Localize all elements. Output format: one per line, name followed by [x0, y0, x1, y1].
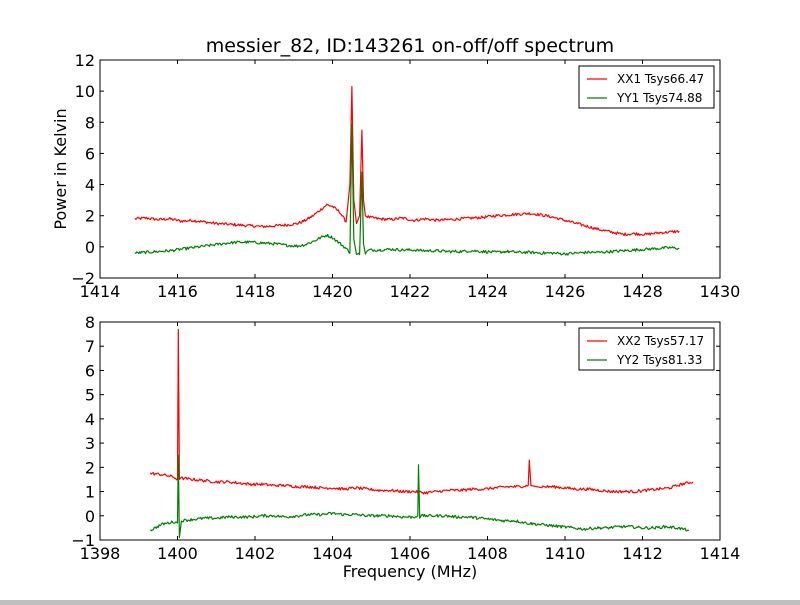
x-tick-label: 1398: [80, 544, 121, 563]
y-tick-label: −2: [71, 269, 95, 288]
legend: XX1 Tsys66.47 YY1 Tsys74.88: [578, 65, 715, 109]
x-tick-label: 1412: [622, 544, 663, 563]
legend-entry: XX1 Tsys66.47: [617, 72, 704, 86]
y-tick-label: 2: [85, 207, 95, 226]
y-tick-label: 5: [85, 386, 95, 405]
x-tick-label: 1418: [235, 282, 276, 301]
y-tick-label: 10: [75, 82, 95, 101]
legend-entry: YY1 Tsys74.88: [616, 91, 702, 105]
y-tick-label: 12: [75, 51, 95, 70]
x-tick-label: 1408: [467, 544, 508, 563]
top-panel: Power in Kelvin 1414 1416 1418 1420 1422 1424…: [51, 51, 740, 301]
x-tick-label: 1410: [545, 544, 586, 563]
series-line-xx2: [149, 328, 694, 495]
legend-entry: YY2 Tsys81.33: [616, 353, 702, 367]
y-tick-label: 6: [85, 144, 95, 163]
y-tick-label: 4: [85, 410, 95, 429]
y-tick-label: 0: [85, 238, 95, 257]
x-tick-label: 1416: [157, 282, 198, 301]
y-tick-label: 3: [85, 434, 95, 453]
legend: XX2 Tsys57.17 YY2 Tsys81.33: [578, 327, 715, 371]
x-tick-label: 1400: [157, 544, 198, 563]
x-tick-label: 1424: [467, 282, 508, 301]
x-tick-label: 1402: [235, 544, 276, 563]
x-tick-label: 1426: [545, 282, 586, 301]
x-tick-label: 1404: [312, 544, 353, 563]
x-tick-label: 1422: [390, 282, 431, 301]
y-tick-label: 8: [85, 313, 95, 332]
y-tick-label: 4: [85, 176, 95, 195]
y-tick-label: 8: [85, 113, 95, 132]
x-tick-label: 1414: [80, 282, 121, 301]
y-tick-label: 1: [85, 483, 95, 502]
y-tick-label: 6: [85, 361, 95, 380]
x-tick-label: 1420: [312, 282, 353, 301]
y-tick-label: 7: [85, 337, 95, 356]
x-tick-label: 1428: [622, 282, 663, 301]
series-line-xx1: [134, 85, 680, 237]
y-tick-label: 2: [85, 458, 95, 477]
legend-box: [578, 65, 715, 109]
x-tick-label: 1414: [700, 544, 741, 563]
y-tick-label: 0: [85, 507, 95, 526]
x-tick-label: 1406: [390, 544, 431, 563]
chart-title: messier_82, ID:143261 on-off/off spectru…: [206, 35, 614, 57]
y-axis-label: Power in Kelvin: [51, 108, 70, 229]
legend-box: [578, 327, 715, 371]
legend-entry: XX2 Tsys57.17: [617, 334, 704, 348]
bottom-panel: Frequency (MHz) 1398 1400 1402 1404 1406 1408…: [71, 313, 740, 581]
y-tick-label: −1: [71, 531, 95, 550]
x-axis-label: Frequency (MHz): [343, 562, 477, 581]
x-tick-label: 1430: [700, 282, 741, 301]
series-line-yy1: [134, 123, 680, 256]
series-line-yy2: [149, 454, 690, 539]
